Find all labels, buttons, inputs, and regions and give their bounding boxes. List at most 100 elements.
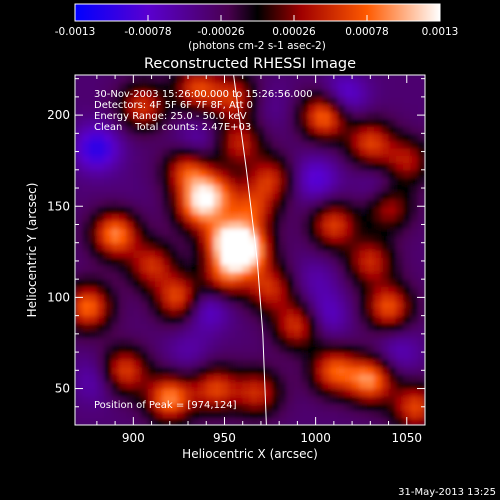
- heatmap-cell: [352, 271, 360, 280]
- heatmap-cell: [373, 147, 382, 156]
- heatmap-cell: [89, 344, 98, 353]
- heatmap-cell: [330, 96, 339, 105]
- heatmap-cell: [395, 191, 404, 200]
- heatmap-cell: [147, 403, 156, 412]
- heatmap-cell: [220, 301, 229, 309]
- heatmap-cell: [403, 198, 412, 207]
- heatmap-cell: [104, 140, 113, 149]
- heatmap-cell: [257, 235, 266, 244]
- heatmap-cell: [235, 126, 244, 134]
- heatmap-cell: [191, 155, 200, 164]
- heatmap-cell: [301, 395, 309, 404]
- heatmap-cell: [271, 191, 280, 200]
- heatmap-cell: [381, 279, 390, 288]
- heatmap-cell: [381, 293, 390, 302]
- heatmap-cell: [198, 169, 207, 178]
- heatmap-cell: [213, 184, 222, 193]
- heatmap-cell: [162, 213, 171, 222]
- heatmap-cell: [395, 198, 404, 207]
- heatmap-cell: [126, 388, 134, 397]
- heatmap-cell: [104, 403, 113, 412]
- heatmap-cell: [359, 293, 368, 302]
- heatmap-cell: [359, 126, 368, 134]
- heatmap-cell: [177, 206, 185, 215]
- heatmap-cell: [126, 235, 134, 244]
- heatmap-cell: [286, 206, 295, 215]
- heatmap-cell: [147, 395, 156, 404]
- heatmap-cell: [308, 242, 317, 251]
- heatmap-cell: [359, 337, 368, 346]
- heatmap-cell: [140, 198, 149, 207]
- heatmap-cell: [308, 133, 317, 142]
- heatmap-cell: [228, 228, 237, 237]
- heatmap-cell: [330, 279, 339, 288]
- heatmap-cell: [388, 75, 397, 83]
- heatmap-cell: [279, 118, 288, 127]
- heatmap-cell: [184, 322, 193, 331]
- heatmap-cell: [388, 235, 397, 244]
- heatmap-cell: [388, 118, 397, 127]
- heatmap-cell: [140, 177, 149, 185]
- heatmap-cell: [75, 235, 83, 244]
- heatmap-cell: [169, 96, 178, 105]
- heatmap-cell: [381, 352, 390, 360]
- heatmap-cell: [89, 322, 98, 331]
- heatmap-cell: [352, 82, 360, 91]
- heatmap-cell: [301, 184, 309, 193]
- heatmap-cell: [301, 126, 309, 134]
- heatmap-cell: [373, 75, 382, 83]
- heatmap-cell: [366, 228, 375, 237]
- heatmap-cell: [395, 301, 404, 309]
- heatmap-cell: [155, 213, 164, 222]
- heatmap-cell: [140, 118, 149, 127]
- heatmap-cell: [264, 169, 273, 178]
- heatmap-cell: [104, 111, 113, 120]
- heatmap-cell: [286, 264, 295, 273]
- heatmap-cell: [198, 206, 207, 215]
- heatmap-cell: [162, 191, 171, 200]
- heatmap-cell: [162, 133, 171, 142]
- heatmap-cell: [381, 250, 390, 258]
- heatmap-cell: [271, 133, 280, 142]
- heatmap-cell: [162, 417, 171, 425]
- heatmap-cell: [198, 198, 207, 207]
- heatmap-cell: [126, 352, 134, 360]
- heatmap-cell: [155, 228, 164, 237]
- heatmap-cell: [82, 104, 91, 113]
- colorbar: [74, 3, 441, 22]
- heatmap-cell: [308, 96, 317, 105]
- heatmap-cell: [242, 118, 251, 127]
- heatmap-cell: [191, 228, 200, 237]
- heatmap-cell: [286, 359, 295, 368]
- heatmap-cell: [133, 228, 142, 237]
- heatmap-cell: [301, 133, 309, 142]
- heatmap-cell: [184, 279, 193, 288]
- heatmap-cell: [250, 140, 258, 149]
- heatmap-cell: [155, 395, 164, 404]
- heatmap-cell: [75, 359, 83, 368]
- heatmap-cell: [126, 381, 134, 390]
- heatmap-cell: [126, 147, 134, 156]
- heatmap-cell: [82, 155, 91, 164]
- heatmap-cell: [359, 257, 368, 266]
- heatmap-cell: [162, 242, 171, 251]
- heatmap-cell: [395, 213, 404, 222]
- heatmap-cell: [191, 184, 200, 193]
- heatmap-cell: [162, 366, 171, 375]
- heatmap-cell: [75, 337, 83, 346]
- heatmap-cell: [410, 410, 419, 419]
- heatmap-cell: [140, 126, 149, 134]
- heatmap-cell: [206, 213, 215, 222]
- heatmap-cell: [388, 191, 397, 200]
- heatmap-cell: [133, 111, 142, 120]
- heatmap-cell: [213, 133, 222, 142]
- heatmap-cell: [359, 177, 368, 185]
- heatmap-cell: [82, 220, 91, 229]
- heatmap-cell: [322, 388, 331, 397]
- heatmap-cell: [308, 279, 317, 288]
- heatmap-cell: [322, 257, 331, 266]
- heatmap-cell: [96, 344, 105, 353]
- heatmap-cell: [337, 177, 346, 185]
- heatmap-cell: [315, 264, 324, 273]
- heatmap-cell: [388, 162, 397, 171]
